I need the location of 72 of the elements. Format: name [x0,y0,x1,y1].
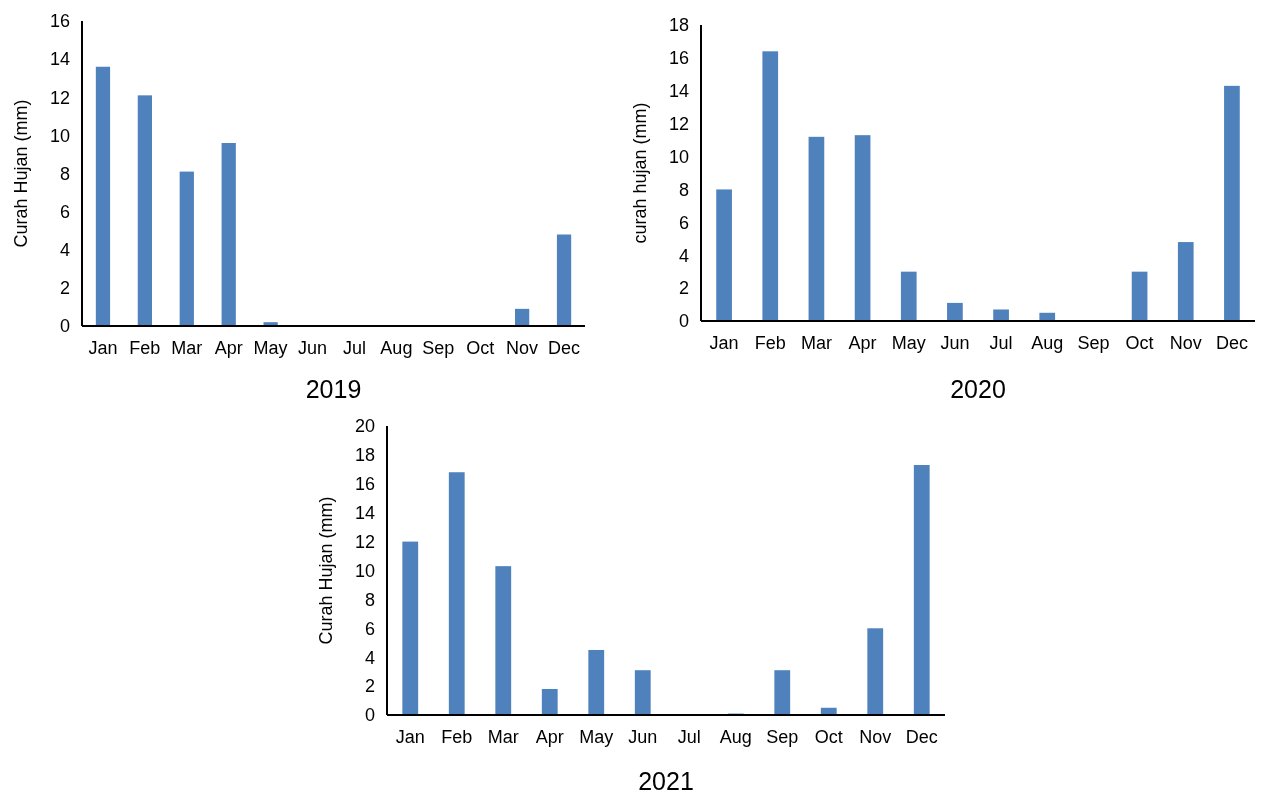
x-tick-label: Aug [719,727,752,747]
y-tick-label: 14 [354,503,375,523]
x-tick-label: Sep [422,338,455,358]
y-tick-label: 10 [668,146,689,167]
y-tick-label: 16 [354,474,375,495]
x-tick-label: Dec [1215,333,1248,353]
y-axis-title: Curah Hujan (mm) [316,496,336,645]
x-tick-label: Jun [298,338,328,358]
x-tick-label: Jul [342,338,366,358]
x-tick-label: May [579,727,614,747]
y-tick-label: 18 [668,15,689,36]
x-tick-label: Sep [1077,333,1110,353]
x-tick-label: Jun [628,727,658,747]
y-tick-label: 2 [678,278,689,299]
y-tick-label: 14 [668,81,689,102]
y-tick-label: 12 [354,531,375,552]
x-tick-label: Jan [395,727,425,747]
x-tick-label: Feb [754,333,786,353]
y-tick-label: 10 [354,560,375,581]
x-tick-label: Apr [535,727,564,747]
y-tick-label: 6 [59,201,70,222]
y-tick-label: 0 [678,311,689,332]
x-tick-label: Jun [940,333,970,353]
x-tick-label: Jan [88,338,118,358]
x-tick-label: Jan [709,333,739,353]
x-tick-label: Apr [214,338,243,358]
y-tick-label: 0 [364,705,375,726]
x-tick-label: Sep [766,727,799,747]
y-tick-label: 16 [668,48,689,69]
x-tick-label: Nov [1169,333,1202,353]
y-tick-label: 6 [678,212,689,233]
y-tick-label: 4 [678,245,689,266]
y-tick-label: 2 [364,676,375,697]
text: 2021 [638,767,694,794]
x-tick-label: Nov [506,338,539,358]
x-tick-label: Oct [1125,333,1154,353]
x-tick-label: Dec [905,727,938,747]
y-tick-label: 2 [59,278,70,299]
y-tick-label: 20 [354,416,375,437]
x-tick-label: Mar [800,333,832,353]
x-tick-label: Apr [848,333,877,353]
y-tick-label: 12 [49,87,70,108]
y-axis-title: Curah Hujan (mm) [11,99,31,248]
y-tick-label: 14 [49,49,70,70]
x-tick-label: Jul [677,727,701,747]
y-axis-title: curah hujan (mm) [630,102,650,244]
y-tick-label: 10 [49,125,70,146]
y-tick-label: 4 [59,240,70,261]
x-tick-label: Mar [487,727,519,747]
x-tick-label: Oct [814,727,843,747]
x-tick-label: Jul [989,333,1013,353]
y-tick-label: 4 [364,647,375,668]
text: 2020 [950,375,1006,403]
x-tick-label: Nov [859,727,892,747]
y-tick-label: 16 [49,11,70,32]
y-tick-label: 18 [354,445,375,466]
x-tick-label: Aug [380,338,413,358]
x-tick-label: May [253,338,288,358]
x-tick-label: Aug [1031,333,1064,353]
y-tick-label: 6 [364,618,375,639]
x-tick-label: Oct [466,338,495,358]
x-tick-label: May [891,333,926,353]
x-tick-label: Feb [129,338,161,358]
x-tick-label: Feb [441,727,473,747]
x-tick-label: Dec [548,338,581,358]
text: 2019 [305,375,362,403]
x-tick-label: Mar [171,338,203,358]
y-tick-label: 8 [59,163,70,184]
y-tick-label: 12 [668,113,689,134]
y-tick-label: 8 [678,179,689,200]
y-tick-label: 8 [364,589,375,610]
y-tick-label: 0 [59,316,70,337]
